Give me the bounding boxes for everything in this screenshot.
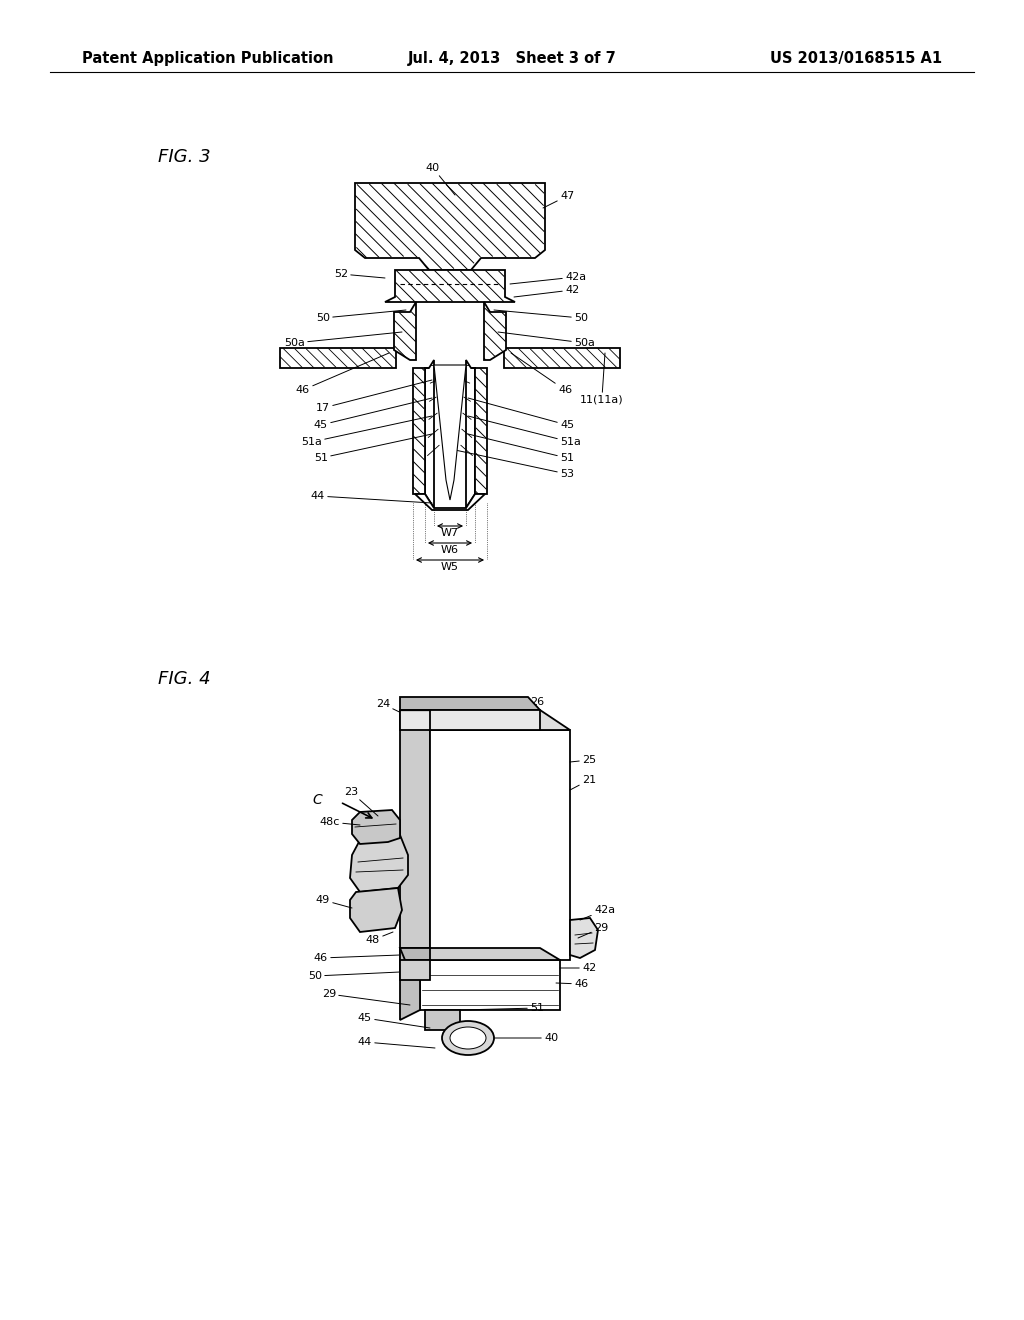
Text: 40: 40 xyxy=(426,162,455,195)
Polygon shape xyxy=(400,948,420,1020)
Text: 50: 50 xyxy=(316,310,406,323)
Text: 42a: 42a xyxy=(510,272,586,284)
Text: 23: 23 xyxy=(344,787,378,816)
Polygon shape xyxy=(400,948,560,960)
Text: 51: 51 xyxy=(314,434,432,463)
Text: 44: 44 xyxy=(357,1038,435,1048)
Text: 50: 50 xyxy=(494,310,588,323)
Text: US 2013/0168515 A1: US 2013/0168515 A1 xyxy=(770,50,942,66)
Text: W5: W5 xyxy=(441,562,459,572)
Text: 46: 46 xyxy=(296,352,389,395)
Polygon shape xyxy=(400,697,540,710)
Text: C: C xyxy=(312,793,322,807)
Text: 46: 46 xyxy=(511,352,572,395)
Polygon shape xyxy=(466,360,475,508)
Text: 51a: 51a xyxy=(468,416,581,447)
Text: 53: 53 xyxy=(455,450,574,479)
Text: 45: 45 xyxy=(314,399,432,430)
Text: 50a: 50a xyxy=(498,333,595,348)
Text: 51a: 51a xyxy=(301,416,432,447)
Text: 26: 26 xyxy=(528,697,544,715)
Text: 45: 45 xyxy=(468,399,574,430)
Polygon shape xyxy=(425,360,434,508)
Text: 42: 42 xyxy=(514,285,580,297)
Text: 25: 25 xyxy=(570,755,596,766)
Polygon shape xyxy=(350,836,408,892)
Text: 45: 45 xyxy=(357,1012,430,1028)
Text: FIG. 4: FIG. 4 xyxy=(158,671,211,688)
Polygon shape xyxy=(413,368,429,494)
Polygon shape xyxy=(504,348,620,368)
Ellipse shape xyxy=(450,1027,486,1049)
Polygon shape xyxy=(280,348,396,368)
Text: 42: 42 xyxy=(560,964,596,973)
Polygon shape xyxy=(484,302,506,360)
Polygon shape xyxy=(400,948,430,960)
Ellipse shape xyxy=(442,1020,494,1055)
Text: W7: W7 xyxy=(441,528,459,539)
Text: 11(11a): 11(11a) xyxy=(580,352,624,405)
Text: 40: 40 xyxy=(492,1034,558,1043)
Polygon shape xyxy=(415,494,485,510)
Text: Patent Application Publication: Patent Application Publication xyxy=(82,50,334,66)
Polygon shape xyxy=(400,710,570,730)
Polygon shape xyxy=(394,302,416,360)
Text: 29: 29 xyxy=(322,989,410,1005)
Text: 21: 21 xyxy=(570,775,596,789)
Polygon shape xyxy=(400,710,430,979)
Text: 50a: 50a xyxy=(284,333,402,348)
Text: 44: 44 xyxy=(310,491,432,503)
Text: 50: 50 xyxy=(308,972,400,981)
Text: W6: W6 xyxy=(441,545,459,554)
Text: 47: 47 xyxy=(543,191,574,209)
Polygon shape xyxy=(400,960,430,979)
Polygon shape xyxy=(434,366,466,500)
Polygon shape xyxy=(570,917,598,958)
Polygon shape xyxy=(355,183,545,271)
Text: 49: 49 xyxy=(315,895,352,908)
Text: 51: 51 xyxy=(460,1003,544,1012)
Text: 52: 52 xyxy=(334,269,385,279)
Text: FIG. 3: FIG. 3 xyxy=(158,148,211,166)
Polygon shape xyxy=(350,888,402,932)
Text: 46: 46 xyxy=(314,953,400,964)
Polygon shape xyxy=(400,710,540,730)
Polygon shape xyxy=(430,730,570,960)
Text: Jul. 4, 2013   Sheet 3 of 7: Jul. 4, 2013 Sheet 3 of 7 xyxy=(408,50,616,66)
Text: 17: 17 xyxy=(315,380,432,413)
Polygon shape xyxy=(385,271,515,302)
Text: 24: 24 xyxy=(376,700,416,719)
Text: 48c: 48c xyxy=(319,817,360,828)
Polygon shape xyxy=(420,960,560,1010)
Text: 42a: 42a xyxy=(580,906,615,920)
Text: 48: 48 xyxy=(366,932,393,945)
Polygon shape xyxy=(352,810,400,843)
Text: 46: 46 xyxy=(556,979,588,989)
Polygon shape xyxy=(471,368,487,494)
Text: 51: 51 xyxy=(468,434,574,463)
Polygon shape xyxy=(425,1010,460,1030)
Text: 29: 29 xyxy=(578,923,608,939)
